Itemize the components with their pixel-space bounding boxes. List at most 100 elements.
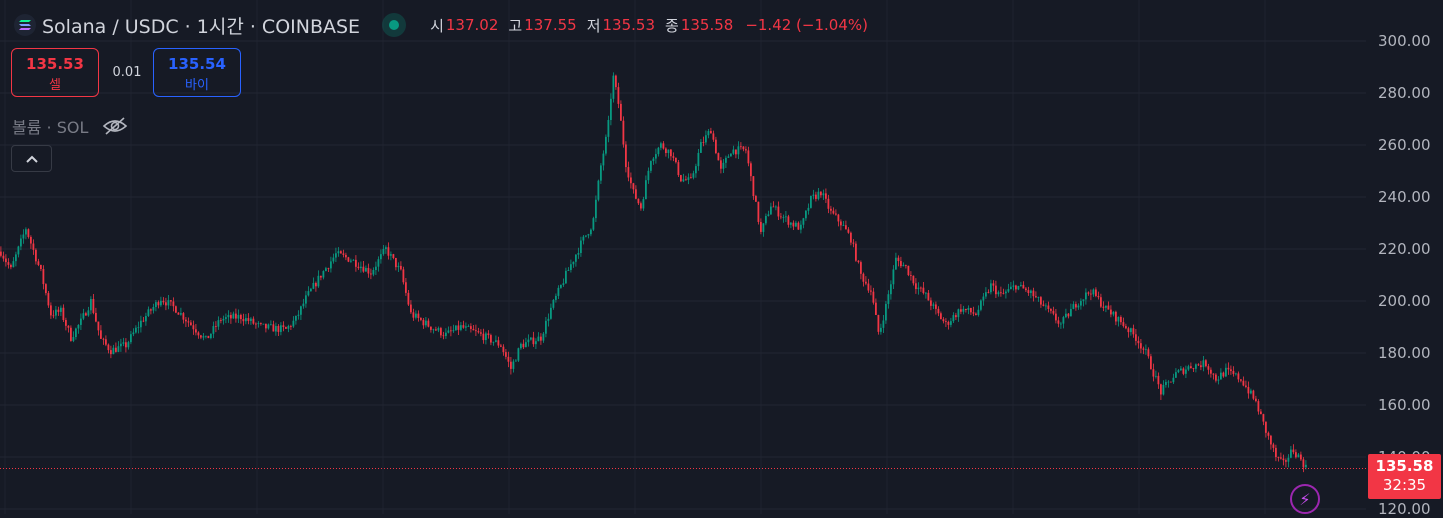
candle [1245, 380, 1247, 389]
candle [615, 74, 617, 90]
candle [852, 239, 855, 248]
candle [505, 349, 507, 360]
candle [1120, 315, 1122, 325]
candle [1222, 371, 1225, 378]
candle [150, 308, 152, 315]
candle [740, 142, 742, 150]
candle [915, 278, 917, 294]
candle [187, 317, 190, 327]
candle [937, 306, 940, 317]
candle [565, 267, 567, 284]
candle [980, 299, 982, 312]
candle [327, 267, 330, 272]
candle [1260, 409, 1262, 415]
candle [610, 93, 612, 126]
candle [1225, 363, 1227, 378]
candle [1182, 367, 1185, 376]
candle [1240, 378, 1242, 383]
candle [1082, 299, 1085, 307]
chart-header: Solana / USDC · 1시간 · COINBASE 시 137.02 고… [14, 10, 868, 40]
candle [352, 259, 355, 261]
candle [597, 179, 600, 202]
candle [1007, 283, 1010, 293]
candle [905, 264, 907, 269]
ohlc-readout: 시 137.02 고 137.55 저 135.53 종 135.58 −1.42 (−… [420, 15, 868, 36]
candle [42, 265, 45, 290]
candle [115, 342, 117, 353]
candle [400, 261, 402, 271]
candle [190, 320, 192, 326]
candle [232, 311, 235, 319]
candle [805, 210, 807, 221]
candle [552, 299, 555, 310]
candle [235, 308, 237, 323]
candle [170, 299, 172, 306]
candle [1030, 289, 1032, 299]
buy-button[interactable]: 135.54 바이 [153, 48, 241, 97]
last-price: 135.58 [1375, 457, 1434, 475]
sell-button[interactable]: 135.53 셀 [11, 48, 99, 97]
candle [520, 342, 522, 350]
candle [417, 310, 420, 322]
candle [462, 320, 465, 329]
candle [632, 182, 635, 194]
candle [1080, 298, 1082, 310]
eye-off-icon[interactable] [102, 116, 128, 136]
candle [715, 136, 717, 155]
symbol-title[interactable]: Solana / USDC · 1시간 · COINBASE [42, 15, 361, 38]
candle [377, 256, 380, 272]
candle [1140, 339, 1142, 354]
candle [630, 172, 632, 189]
candle [487, 330, 490, 339]
candle [275, 322, 277, 336]
candle [217, 316, 220, 330]
candle [492, 341, 495, 346]
candle [760, 218, 762, 235]
candle [1110, 305, 1112, 318]
price-axis-label: 160.00 [1378, 396, 1431, 414]
candle [50, 302, 52, 319]
candle [1155, 370, 1157, 379]
candle [870, 285, 872, 296]
candle [287, 324, 290, 333]
candle [1207, 363, 1210, 375]
candle [1152, 363, 1155, 382]
candle [220, 317, 222, 324]
volume-label: 볼륨 · SOL [12, 118, 89, 137]
candle [337, 247, 340, 257]
candle [780, 212, 782, 220]
candle [245, 314, 247, 325]
candle [772, 201, 775, 208]
lightning-icon[interactable]: ⚡ [1290, 484, 1320, 514]
candle [2, 251, 5, 262]
candle [677, 160, 680, 177]
candle [1262, 413, 1265, 426]
candle [350, 258, 352, 263]
candle [957, 308, 960, 322]
candle [970, 307, 972, 315]
candle [310, 287, 312, 292]
candle [415, 310, 417, 320]
candle [342, 249, 345, 258]
candle [920, 286, 922, 292]
candle [332, 253, 335, 264]
candle [322, 270, 325, 280]
candle [107, 343, 110, 354]
candle [282, 321, 285, 332]
candle [7, 258, 10, 269]
candle [185, 317, 187, 328]
candle [1287, 454, 1290, 468]
candle [555, 293, 557, 303]
candle [1200, 360, 1202, 371]
candle [440, 326, 442, 338]
collapse-button[interactable] [11, 145, 52, 172]
candle [855, 241, 857, 262]
candle [392, 253, 395, 260]
candle [47, 290, 50, 308]
candle [485, 331, 487, 345]
candle [570, 259, 572, 273]
candle [1020, 281, 1022, 287]
candle [727, 154, 730, 158]
candle [1270, 434, 1272, 450]
